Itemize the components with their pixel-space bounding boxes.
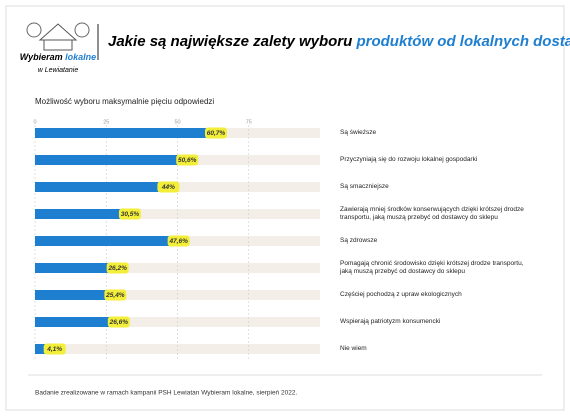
bar — [35, 128, 208, 138]
category-label: Częściej pochodzą z upraw ekologicznych — [340, 291, 462, 298]
value-label: 50,6% — [178, 157, 197, 164]
logo-text: Wybieram lokalne — [20, 52, 96, 62]
logo-house — [38, 23, 78, 51]
footnote: Badanie zrealizowane w ramach kampanii P… — [35, 390, 297, 397]
logo-tree — [74, 22, 90, 38]
bar — [35, 263, 110, 273]
title-part: Jakie są największe zalety wyboru — [108, 33, 352, 50]
value-label: 25,4% — [105, 292, 125, 299]
category-label: Są smaczniejsze — [340, 183, 389, 190]
category-label: Są zdrowsze — [340, 237, 378, 244]
logo-subtext: w Lewiatanie — [38, 67, 79, 74]
title-highlight: produktów od lokalnych dostawców — [355, 33, 570, 50]
logo-tree — [26, 22, 42, 38]
value-label-bg — [118, 208, 141, 220]
value-label: 26,6% — [109, 319, 129, 326]
category-label: Pomagają chronić środowisko dzięki króts… — [340, 260, 524, 275]
value-label-bg — [106, 262, 129, 274]
x-tick-label: 75 — [246, 119, 252, 125]
bar — [35, 236, 171, 246]
logo-word: Wybieram — [20, 52, 63, 62]
bar — [35, 317, 111, 327]
value-label: 30,5% — [121, 211, 140, 218]
value-label-bg — [104, 289, 127, 301]
value-label-bg — [43, 343, 66, 355]
category-label: Nie wiem — [340, 345, 367, 352]
x-tick-label: 50 — [174, 119, 180, 125]
x-tick-label: 0 — [33, 119, 36, 125]
value-label-bg — [167, 235, 190, 247]
bar — [35, 344, 47, 354]
value-label: 47,6% — [168, 238, 188, 245]
category-label: Zawierają mniej środków konserwujących d… — [340, 206, 524, 221]
subtitle: Możliwość wyboru maksymalnie pięciu odpo… — [35, 97, 214, 106]
bar — [35, 182, 161, 192]
bar — [35, 290, 108, 300]
x-tick-label: 25 — [103, 119, 109, 125]
chart-title: Jakie są największe zalety wyboru produk… — [108, 33, 570, 50]
value-label-bg — [176, 154, 199, 166]
value-label: 44% — [161, 184, 175, 191]
category-label: Przyczyniają się do rozwoju lokalnej gos… — [340, 156, 478, 163]
category-label: Są świeższe — [340, 129, 377, 136]
value-label: 4,1% — [46, 346, 62, 353]
row-track — [35, 263, 320, 273]
value-label: 26,2% — [107, 265, 127, 272]
category-label: Wspierają patriotyzm konsumencki — [340, 318, 441, 325]
value-label-bg — [204, 127, 227, 139]
frame — [5, 5, 565, 411]
logo-word: lokalne — [65, 52, 96, 62]
value-label-bg — [107, 316, 130, 328]
bar — [35, 209, 122, 219]
bar — [35, 155, 180, 165]
value-label-bg — [157, 181, 180, 193]
value-label: 60,7% — [207, 130, 226, 137]
